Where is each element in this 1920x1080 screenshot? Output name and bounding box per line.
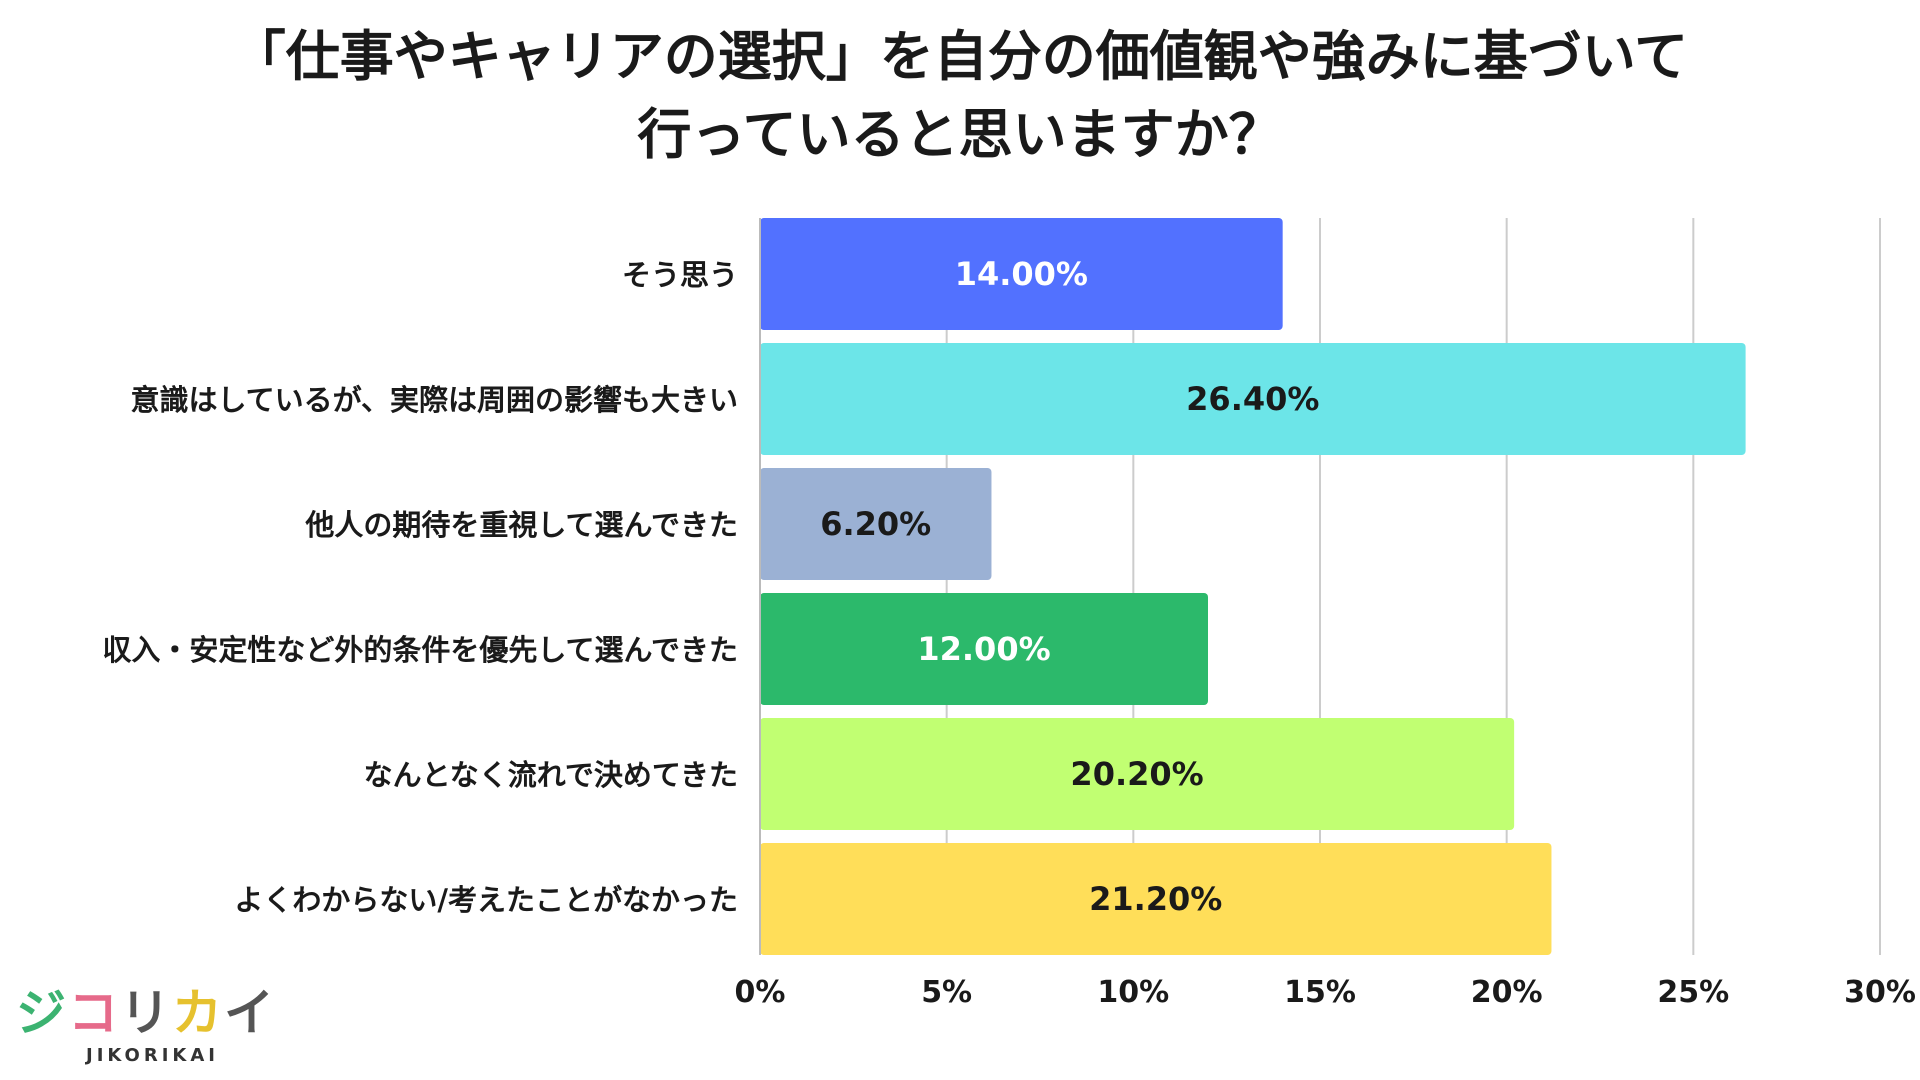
logo-char: リ	[120, 984, 172, 1042]
category-label: そう思う	[622, 258, 738, 292]
chart-title-line-1: 「仕事やキャリアの選択」を自分の価値観や強みに基づいて	[231, 25, 1689, 88]
logo: ジコリカイ JIKORIKAI	[16, 985, 296, 1066]
x-tick-label: 20%	[1471, 975, 1543, 1010]
x-tick-label: 15%	[1284, 975, 1356, 1010]
logo-char: コ	[68, 984, 120, 1042]
logo-mark: ジコリカイ	[16, 985, 296, 1041]
bar	[760, 343, 1746, 455]
bar-value-label: 21.20%	[1089, 880, 1222, 918]
bar-value-label: 12.00%	[917, 630, 1050, 668]
bar-value-label: 14.00%	[955, 255, 1088, 293]
logo-char: カ	[172, 984, 224, 1042]
logo-char: ジ	[16, 984, 68, 1042]
category-label: よくわからない/考えたことがなかった	[234, 883, 738, 917]
bar-value-label: 26.40%	[1186, 380, 1319, 418]
chart-title-line-2: 行っていると思いますか？	[637, 103, 1283, 166]
bar-value-label: 6.20%	[820, 505, 931, 543]
bar-value-label: 20.20%	[1070, 755, 1203, 793]
category-label: なんとなく流れで決めてきた	[364, 758, 738, 792]
logo-subtitle: JIKORIKAI	[86, 1045, 219, 1066]
category-label: 収入・安定性など外的条件を優先して選んできた	[102, 633, 738, 667]
bar	[760, 718, 1515, 830]
x-tick-label: 0%	[735, 975, 786, 1010]
bar	[760, 468, 992, 580]
x-tick-label: 5%	[921, 975, 972, 1010]
logo-char: イ	[224, 984, 276, 1042]
x-tick-label: 25%	[1657, 975, 1729, 1010]
x-tick-label: 30%	[1844, 975, 1916, 1010]
bar	[760, 218, 1283, 330]
x-tick-label: 10%	[1097, 975, 1169, 1010]
bar	[760, 593, 1208, 705]
category-label: 意識はしているが、実際は周囲の影響も大きい	[130, 383, 738, 417]
bar	[760, 843, 1552, 955]
chart-title: 「仕事やキャリアの選択」を自分の価値観や強みに基づいて 行っていると思いますか？	[0, 18, 1920, 174]
category-label: 他人の期待を重視して選んできた	[304, 508, 738, 542]
